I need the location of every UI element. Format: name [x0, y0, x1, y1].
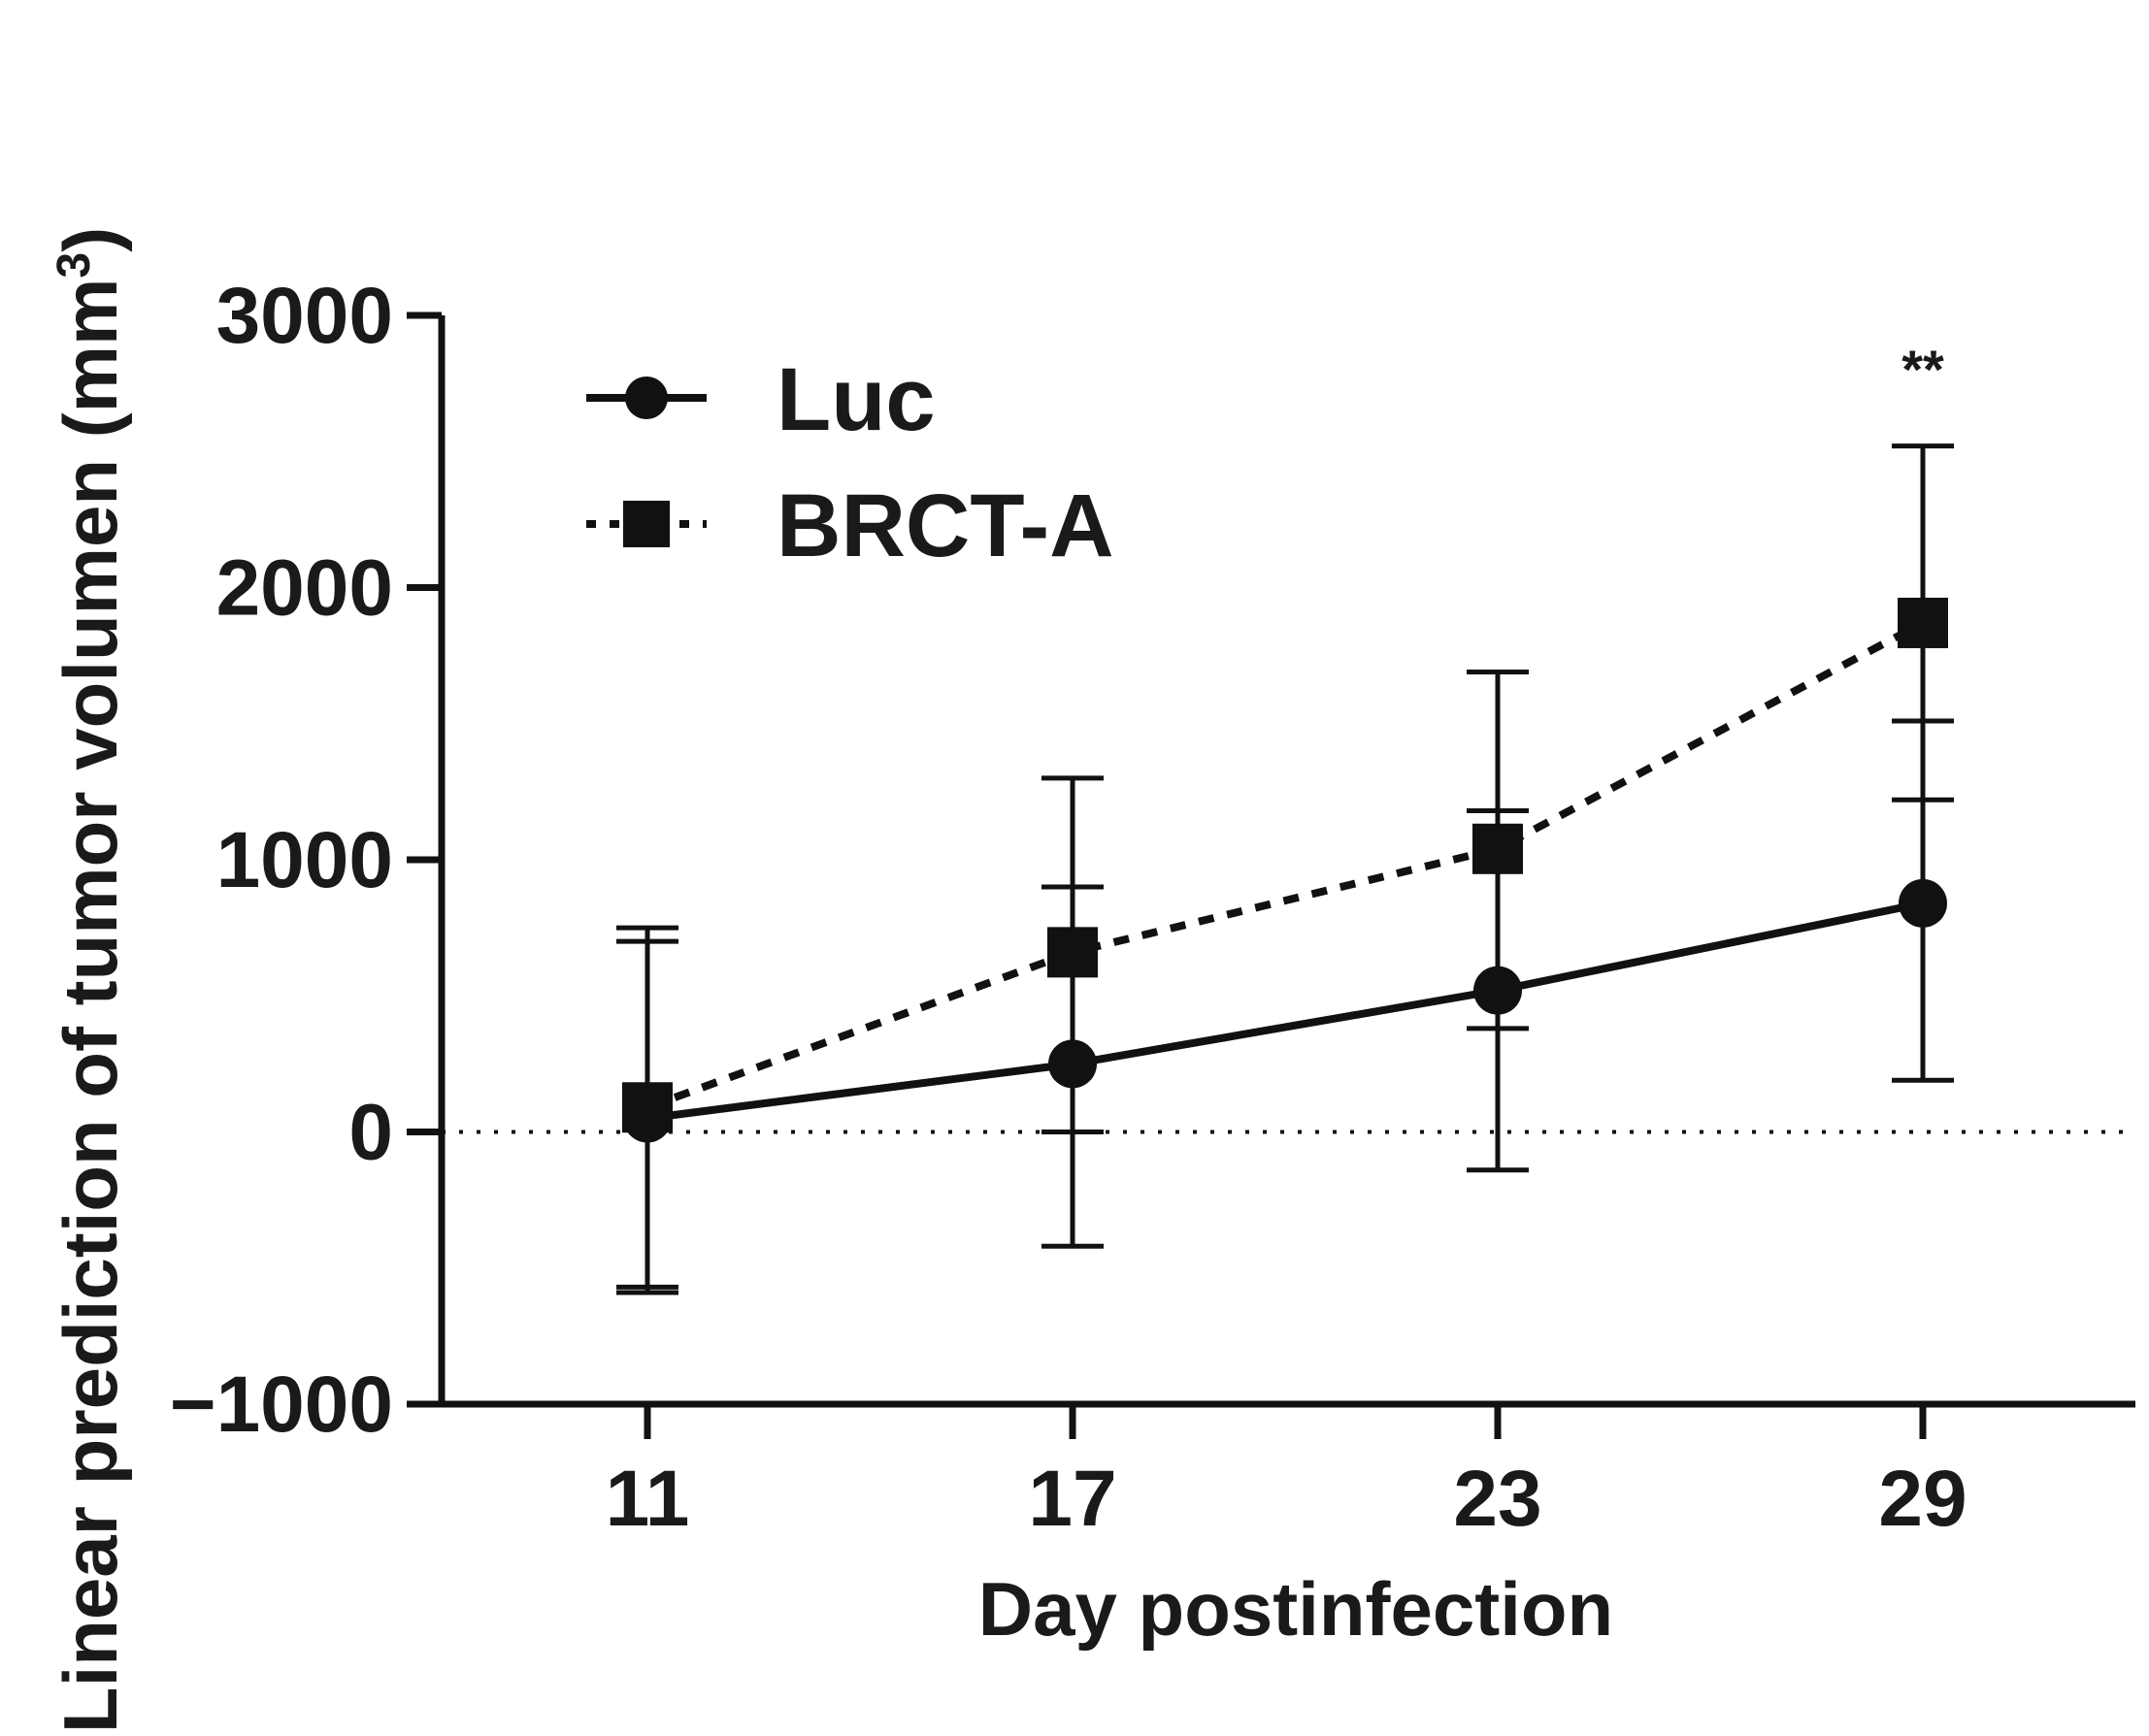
legend-label-brct-a: BRCT-A	[777, 476, 1114, 575]
y-axis-title: Linear prediction of tumor volumen (mm3)	[48, 227, 133, 1733]
axes-group	[407, 311, 2135, 1439]
x-tick-label: 23	[1453, 1455, 1541, 1543]
y-axis-title-superscript: 3	[49, 252, 100, 278]
y-axis-title-close: )	[48, 227, 133, 252]
data-point-luc-17	[1048, 1039, 1097, 1089]
annotations-group: **	[1901, 339, 1944, 400]
data-point-luc-29	[1899, 878, 1947, 928]
y-tick-label: 0	[348, 1089, 393, 1177]
x-tick-label: 29	[1878, 1455, 1967, 1543]
series-line-brct-a	[645, 619, 1925, 1112]
legend-label-luc: Luc	[777, 350, 936, 449]
y-tick-label: 3000	[216, 272, 393, 360]
data-point-brct-a-17	[1047, 927, 1098, 978]
data-point-brct-a-23	[1472, 823, 1523, 874]
x-tick-label: 11	[606, 1455, 690, 1543]
significance-annotation: **	[1901, 339, 1944, 400]
x-axis-title: Day postinfection	[978, 1566, 1613, 1652]
x-tick-label: 17	[1028, 1455, 1116, 1543]
data-point-brct-a-11	[622, 1082, 673, 1133]
series-markers-group	[622, 597, 1948, 1143]
series-line-luc	[646, 899, 1924, 1123]
y-tick-label: 2000	[216, 544, 393, 633]
legend-marker-luc	[625, 377, 668, 419]
data-point-luc-23	[1473, 966, 1522, 1015]
y-tick-label: −1000	[170, 1360, 393, 1449]
legend-marker-brct-a	[623, 501, 670, 547]
tick-labels-group: −1000 0 1000 2000 3000 11 17 23 29	[170, 272, 1967, 1543]
y-axis-title-main: Linear prediction of tumor volumen (mm	[48, 278, 133, 1733]
data-point-brct-a-29	[1898, 597, 1948, 648]
y-tick-label: 1000	[216, 816, 393, 904]
series-lines-group	[645, 619, 1925, 1123]
legend: Luc BRCT-A	[586, 350, 1114, 575]
